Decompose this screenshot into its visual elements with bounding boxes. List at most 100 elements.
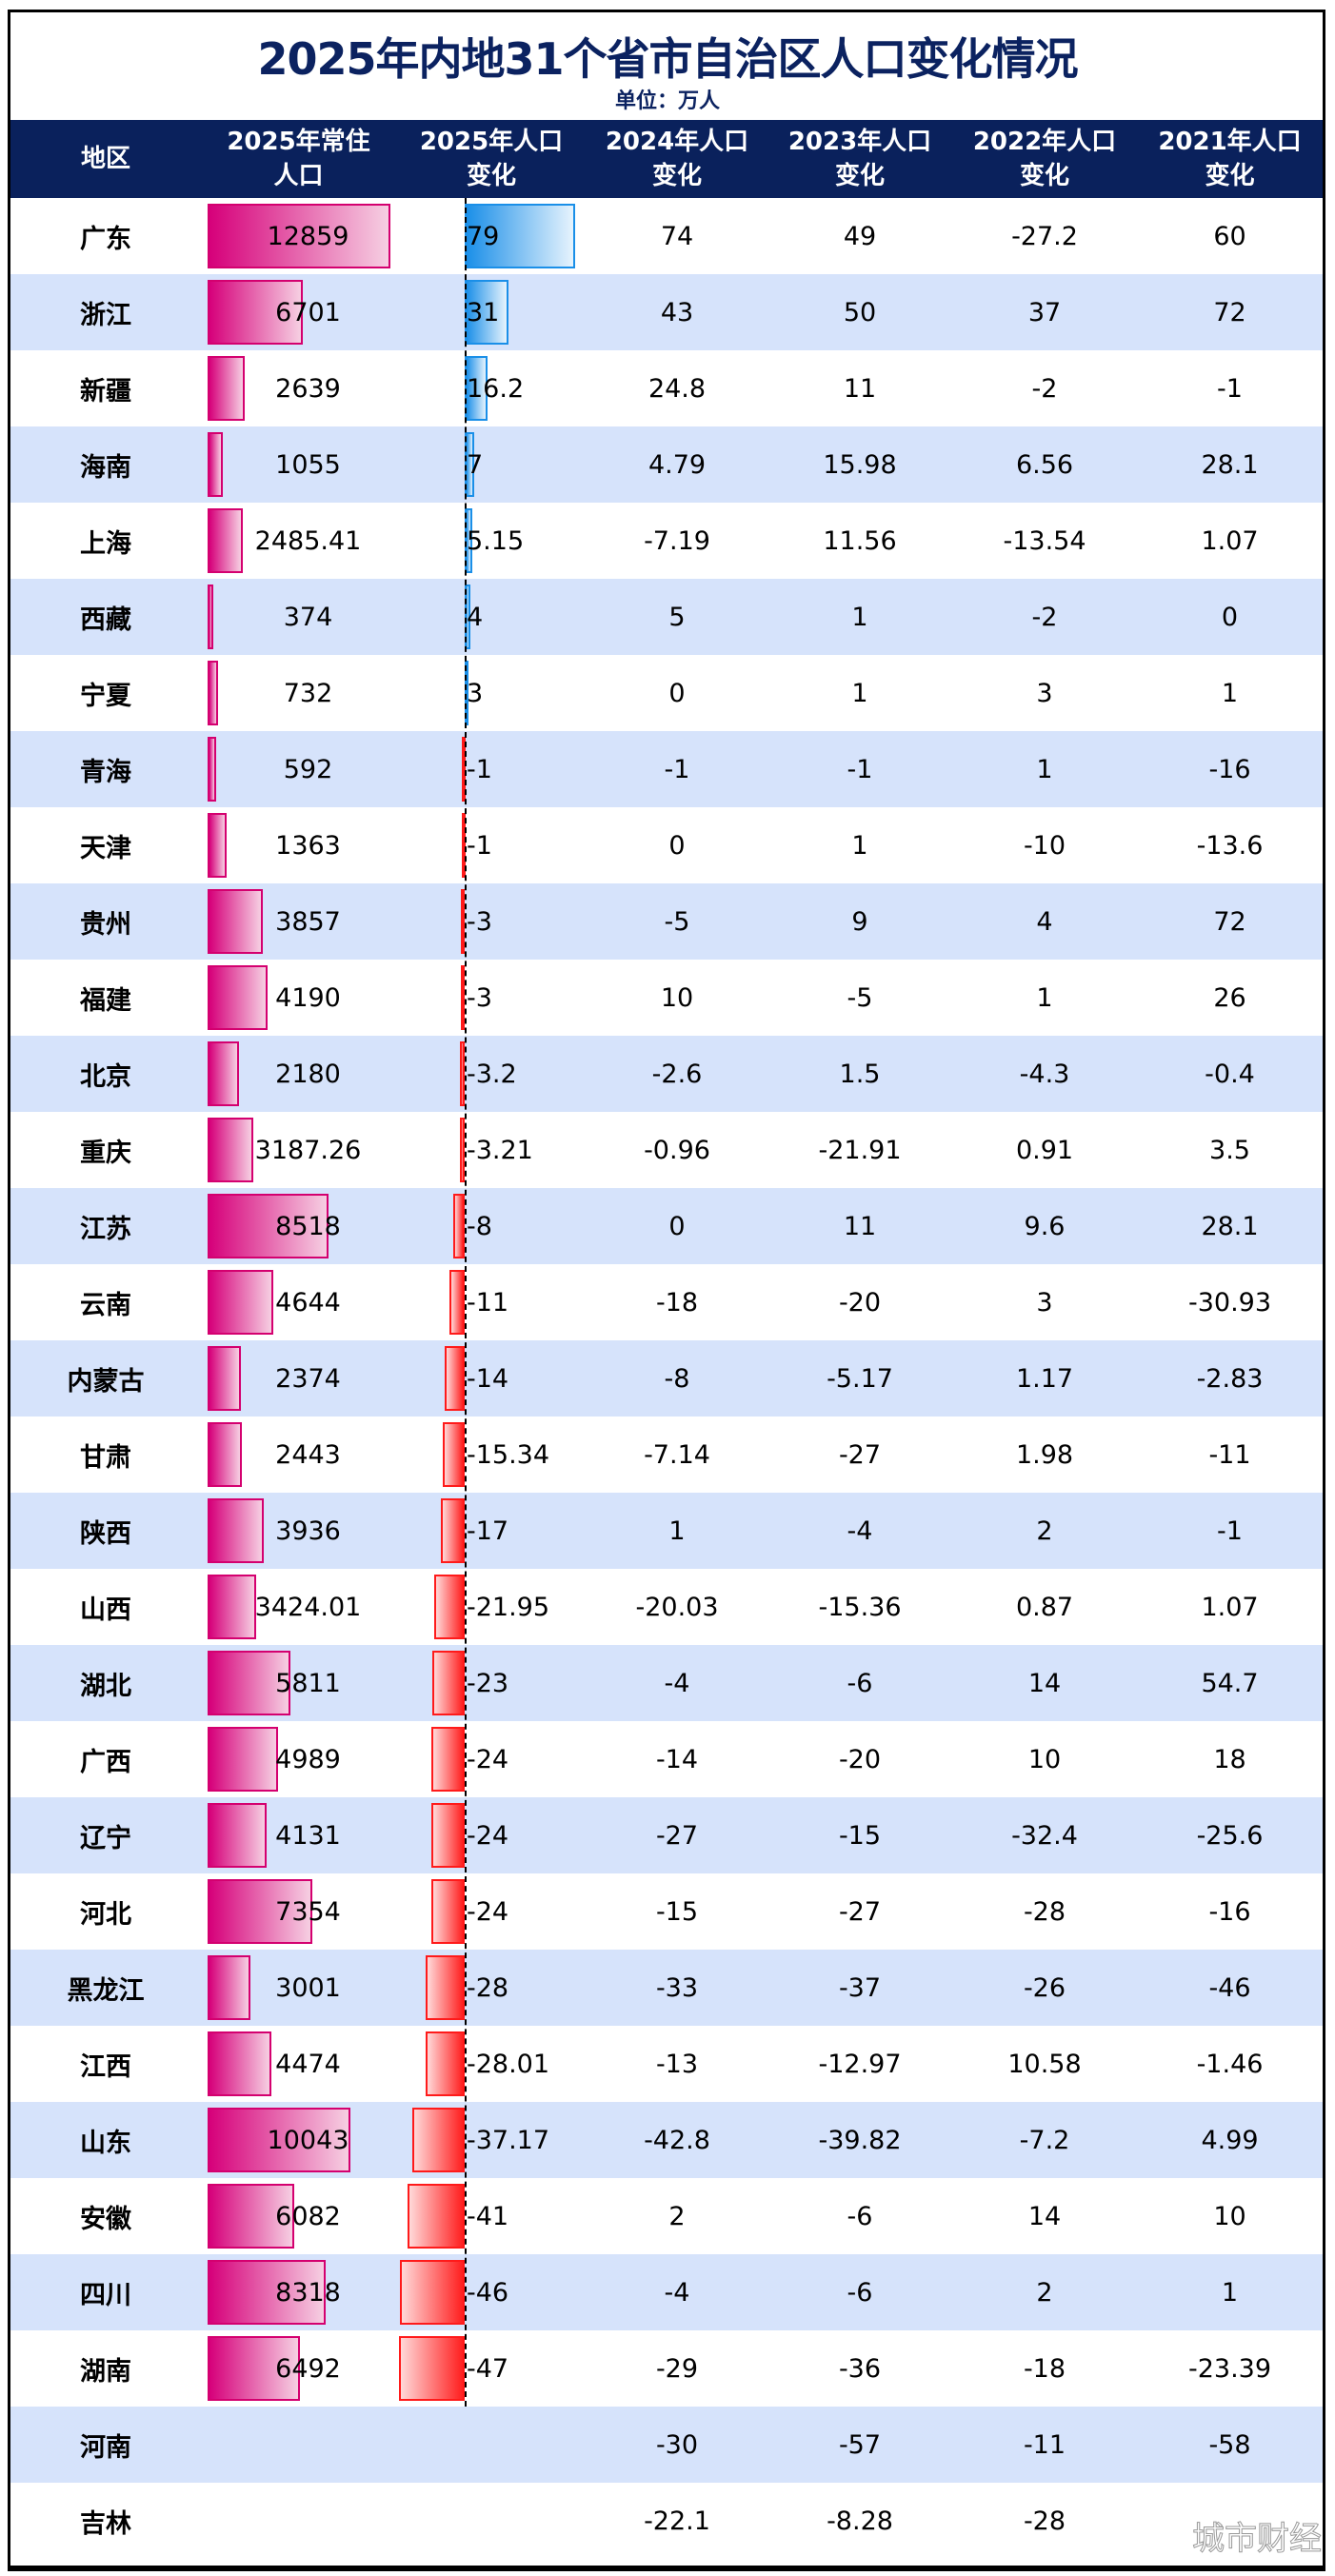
population-value: 12859 bbox=[267, 221, 349, 251]
table-row: 河北 7354 -24 -15 -27 -28 -16 bbox=[10, 1873, 1323, 1950]
change-2021-value: -0.4 bbox=[1205, 1059, 1255, 1089]
change-2022-value: 0.87 bbox=[1015, 1592, 1074, 1622]
region-name: 天津 bbox=[80, 833, 131, 863]
change-2021-value: -1 bbox=[1217, 373, 1243, 404]
change-2025-value: -28 bbox=[467, 1972, 509, 2003]
change-2022-value: 37 bbox=[1027, 297, 1062, 327]
population-bar bbox=[208, 1727, 279, 1792]
change-2025-value: -21.95 bbox=[467, 1592, 550, 1622]
change-2025-value: -15.34 bbox=[467, 1439, 550, 1470]
change-2023-value: -20 bbox=[838, 1287, 882, 1318]
change-2021-value: -16 bbox=[1208, 754, 1251, 784]
table-row: 海南 1055 7 4.79 15.98 6.56 28.1 bbox=[10, 426, 1323, 503]
change-2025-value: -46 bbox=[467, 2277, 509, 2308]
population-value: 2180 bbox=[275, 1059, 341, 1089]
population-value: 3001 bbox=[275, 1972, 341, 2003]
region-name: 辽宁 bbox=[80, 1823, 131, 1853]
change-2025-value: 31 bbox=[467, 297, 500, 327]
change-2022-value: -2 bbox=[1031, 602, 1058, 632]
change-2024-value: -13 bbox=[655, 2049, 699, 2079]
region-name: 西藏 bbox=[80, 604, 131, 635]
population-value: 3857 bbox=[275, 906, 341, 937]
change-2025-value: 3 bbox=[467, 678, 484, 708]
change-2023-value: 15.98 bbox=[823, 449, 897, 480]
change-2023-value: -8.28 bbox=[827, 2506, 893, 2536]
table-row: 吉林 -22.1 -8.28 -28 bbox=[10, 2483, 1323, 2559]
change-2024-value: -29 bbox=[655, 2353, 699, 2384]
decrease-bar bbox=[425, 2031, 465, 2096]
decrease-bar bbox=[460, 889, 465, 954]
change-2025-value: -37.17 bbox=[467, 2125, 550, 2155]
change-2024-value: -27 bbox=[655, 1820, 699, 1851]
change-2022-value: 3 bbox=[1036, 678, 1053, 708]
table-row: 浙江 6701 31 43 50 37 72 bbox=[10, 274, 1323, 350]
change-2023-value: -15.36 bbox=[818, 1592, 902, 1622]
change-2025-value: 7 bbox=[467, 449, 484, 480]
population-bar bbox=[208, 1346, 242, 1411]
change-2023-value: -6 bbox=[847, 2277, 873, 2308]
table-row: 湖南 6492 -47 -29 -36 -18 -23.39 bbox=[10, 2330, 1323, 2407]
population-bar bbox=[208, 432, 223, 497]
decrease-bar bbox=[460, 1118, 465, 1182]
table-row: 福建 4190 -3 10 -5 1 26 bbox=[10, 960, 1323, 1036]
population-bar bbox=[208, 1118, 253, 1182]
table-row: 广西 4989 -24 -14 -20 10 18 bbox=[10, 1721, 1323, 1797]
decrease-bar bbox=[430, 1803, 465, 1868]
decrease-bar bbox=[412, 2108, 465, 2172]
unit-label: 单位：万人 bbox=[614, 89, 720, 113]
region-name: 海南 bbox=[80, 452, 131, 483]
change-2024-value: -5 bbox=[664, 906, 690, 937]
change-2022-value: 1.98 bbox=[1015, 1439, 1074, 1470]
table-row: 云南 4644 -11 -18 -20 3 -30.93 bbox=[10, 1264, 1323, 1340]
change-2025-value: -24 bbox=[467, 1744, 509, 1774]
change-2023-value: 1 bbox=[851, 602, 868, 632]
table-row: 陕西 3936 -17 1 -4 2 -1 bbox=[10, 1493, 1323, 1569]
change-2025-value: 16.2 bbox=[467, 373, 525, 404]
change-2022-value: -10 bbox=[1023, 830, 1066, 861]
change-2021-value: -1.46 bbox=[1196, 2049, 1264, 2079]
change-2024-value: 24.8 bbox=[648, 373, 707, 404]
population-value: 732 bbox=[283, 678, 333, 708]
change-2025-value: -3.21 bbox=[467, 1135, 533, 1165]
region-name: 浙江 bbox=[80, 300, 131, 330]
change-2021-value: 28.1 bbox=[1201, 449, 1259, 480]
change-2021-value: -46 bbox=[1208, 1972, 1251, 2003]
table-row: 新疆 2639 16.2 24.8 11 -2 -1 bbox=[10, 350, 1323, 426]
change-2022-value: -32.4 bbox=[1011, 1820, 1078, 1851]
change-2025-value: -3 bbox=[467, 906, 492, 937]
change-2024-value: -30 bbox=[655, 2429, 699, 2460]
change-2023-value: -27 bbox=[838, 1439, 882, 1470]
population-value: 2374 bbox=[275, 1363, 341, 1394]
change-2022-value: -11 bbox=[1023, 2429, 1066, 2460]
population-value: 4644 bbox=[275, 1287, 341, 1318]
decrease-bar bbox=[433, 1575, 465, 1639]
change-2023-value: -4 bbox=[847, 1516, 873, 1546]
column-header: 2022年人口 变化 bbox=[972, 128, 1117, 190]
region-name: 河南 bbox=[80, 2432, 131, 2463]
change-2022-value: 10.58 bbox=[1007, 2049, 1082, 2079]
decrease-bar bbox=[425, 1955, 465, 2020]
decrease-bar bbox=[445, 1346, 465, 1411]
population-bar bbox=[208, 1575, 257, 1639]
region-name: 山西 bbox=[80, 1595, 131, 1625]
decrease-bar bbox=[398, 2336, 465, 2401]
change-2023-value: -57 bbox=[838, 2429, 882, 2460]
change-2025-value: -3.2 bbox=[467, 1059, 517, 1089]
change-2021-value: -58 bbox=[1208, 2429, 1251, 2460]
change-2022-value: 14 bbox=[1027, 1668, 1062, 1698]
population-bar bbox=[208, 1270, 274, 1335]
population-bar bbox=[208, 1498, 264, 1563]
population-bar bbox=[208, 2108, 350, 2172]
region-name: 陕西 bbox=[80, 1518, 131, 1549]
population-value: 7354 bbox=[275, 1896, 341, 1927]
change-2024-value: -1 bbox=[664, 754, 690, 784]
decrease-bar bbox=[430, 1879, 465, 1944]
table-row: 山西 3424.01 -21.95 -20.03 -15.36 0.87 1.07 bbox=[10, 1569, 1323, 1645]
change-2021-value: -1 bbox=[1217, 1516, 1243, 1546]
region-name: 上海 bbox=[80, 528, 131, 559]
change-2022-value: 2 bbox=[1036, 1516, 1053, 1546]
decrease-bar bbox=[460, 965, 465, 1030]
change-2023-value: 11.56 bbox=[823, 525, 897, 556]
change-2023-value: -20 bbox=[838, 1744, 882, 1774]
change-2022-value: 3 bbox=[1036, 1287, 1053, 1318]
